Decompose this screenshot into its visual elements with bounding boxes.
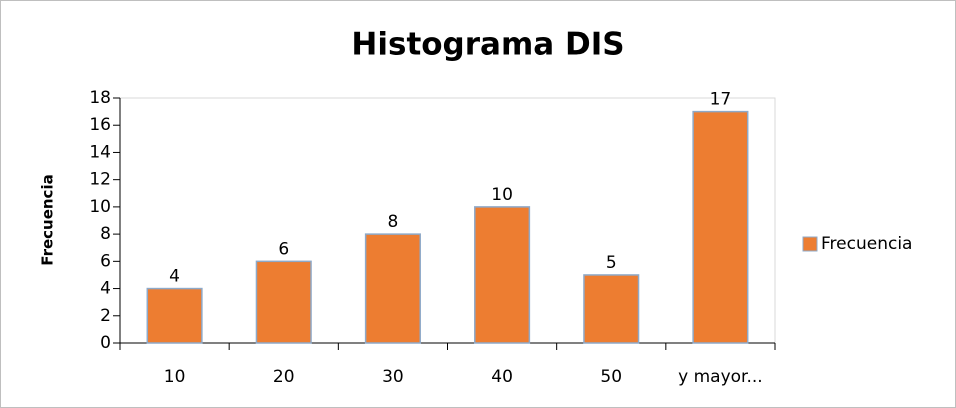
y-tick-label: 6 — [100, 251, 111, 271]
data-label: 17 — [710, 90, 732, 110]
y-tick-label: 12 — [89, 170, 111, 190]
x-tick-label: 10 — [164, 367, 186, 387]
y-tick-label: 2 — [100, 306, 111, 326]
y-tick-label: 4 — [100, 279, 111, 299]
bar — [364, 233, 421, 344]
data-label: 6 — [278, 239, 289, 259]
data-label: 4 — [169, 267, 180, 287]
y-tick-label: 10 — [89, 197, 111, 217]
y-axis-label: Frecuencia — [39, 174, 57, 265]
data-label: 5 — [606, 253, 617, 273]
y-tick-label: 14 — [89, 142, 111, 162]
data-label: 10 — [491, 185, 513, 205]
bar — [146, 287, 203, 344]
x-tick-label: 30 — [382, 367, 404, 387]
bar — [255, 260, 312, 344]
bar — [474, 206, 531, 344]
data-label: 8 — [388, 212, 399, 232]
bar — [692, 110, 749, 344]
legend-label: Frecuencia — [821, 234, 912, 254]
bar — [583, 274, 640, 344]
y-tick-label: 0 — [100, 333, 111, 353]
y-tick-label: 8 — [100, 224, 111, 244]
legend-swatch — [802, 236, 818, 252]
x-tick-label: 50 — [600, 367, 622, 387]
chart-title: Histograma DIS — [351, 27, 624, 63]
y-tick-label: 16 — [89, 115, 111, 135]
x-tick-label: 40 — [491, 367, 513, 387]
x-tick-label: y mayor... — [678, 367, 763, 387]
y-tick-label: 18 — [89, 88, 111, 108]
x-tick-label: 20 — [273, 367, 295, 387]
